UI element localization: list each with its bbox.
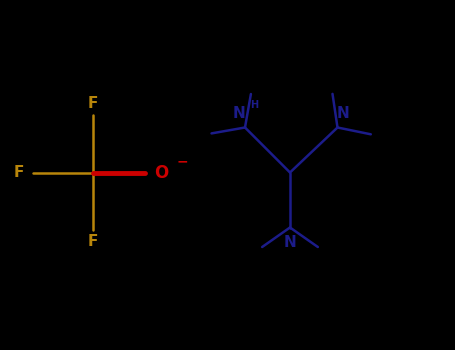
Text: N: N [337, 106, 350, 121]
Text: N: N [233, 106, 245, 121]
Text: F: F [13, 165, 24, 180]
Text: N: N [283, 235, 296, 250]
Text: O: O [154, 163, 168, 182]
Text: F: F [87, 97, 98, 112]
Text: −: − [177, 154, 188, 168]
Text: H: H [250, 100, 258, 111]
Text: F: F [87, 233, 98, 248]
